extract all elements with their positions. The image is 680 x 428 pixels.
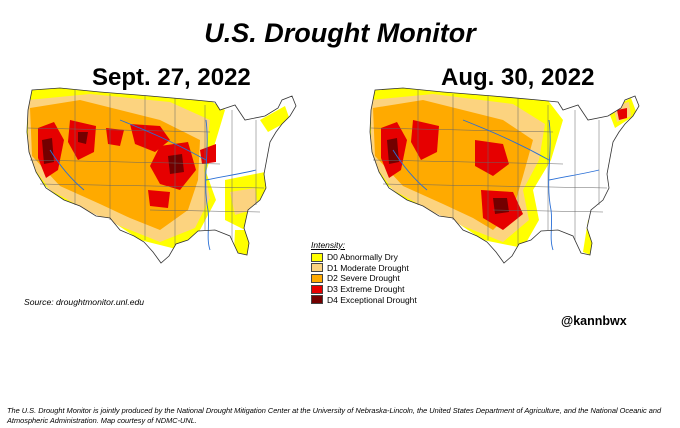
legend-swatch-d4: [311, 295, 323, 305]
legend-item: D1 Moderate Drought: [311, 263, 417, 274]
legend-item: D4 Exceptional Drought: [311, 294, 417, 305]
legend-swatch-d3: [311, 284, 323, 294]
legend-swatch-d1: [311, 263, 323, 273]
legend-label: D4 Exceptional Drought: [327, 294, 417, 305]
author-handle: @kannbwx: [561, 314, 627, 328]
legend-item: D3 Extreme Drought: [311, 284, 417, 295]
us-drought-map-sept: [26, 87, 297, 264]
page-title: U.S. Drought Monitor: [204, 18, 476, 48]
legend-label: D0 Abnormally Dry: [327, 252, 398, 263]
us-drought-map-aug: [369, 87, 640, 264]
legend-label: D1 Moderate Drought: [327, 262, 409, 273]
legend: Intensity: D0 Abnormally Dry D1 Moderate…: [311, 240, 417, 305]
legend-label: D3 Extreme Drought: [327, 284, 405, 295]
legend-title: Intensity:: [311, 240, 346, 250]
legend-label: D2 Severe Drought: [327, 273, 400, 284]
source-credit: Source: droughtmonitor.unl.edu: [24, 297, 145, 307]
legend-swatch-d2: [311, 273, 323, 283]
legend-item: D0 Abnormally Dry: [311, 252, 417, 263]
map-date-left: Sept. 27, 2022: [92, 64, 251, 91]
footer-note: The U.S. Drought Monitor is jointly prod…: [7, 406, 662, 425]
legend-swatch-d0: [311, 252, 323, 262]
map-date-right: Aug. 30, 2022: [441, 64, 595, 91]
legend-item: D2 Severe Drought: [311, 273, 417, 284]
